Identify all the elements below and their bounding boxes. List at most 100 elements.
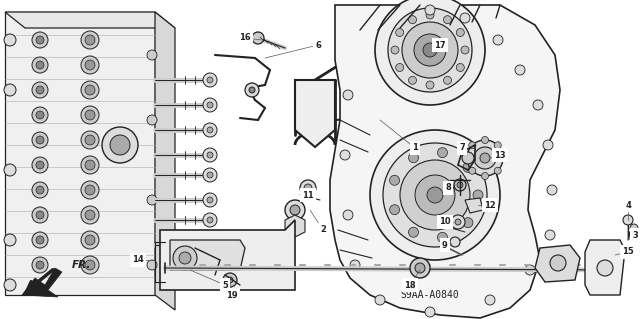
Circle shape <box>85 160 95 170</box>
Circle shape <box>426 81 434 89</box>
Polygon shape <box>295 80 335 147</box>
Circle shape <box>203 193 217 207</box>
Circle shape <box>81 131 99 149</box>
Circle shape <box>463 154 470 161</box>
Polygon shape <box>160 220 295 290</box>
Text: S9AA-A0840: S9AA-A0840 <box>400 290 459 300</box>
Text: FR.: FR. <box>72 260 92 270</box>
Circle shape <box>456 28 464 36</box>
Polygon shape <box>585 240 625 295</box>
Circle shape <box>32 232 48 248</box>
Circle shape <box>391 46 399 54</box>
Circle shape <box>4 279 16 291</box>
Circle shape <box>81 231 99 249</box>
Circle shape <box>410 258 430 278</box>
Circle shape <box>400 160 470 230</box>
Circle shape <box>550 255 566 271</box>
Circle shape <box>32 207 48 223</box>
Circle shape <box>493 35 503 45</box>
Text: 12: 12 <box>484 201 496 210</box>
Circle shape <box>454 179 466 191</box>
Circle shape <box>81 31 99 49</box>
Text: 5: 5 <box>222 280 228 290</box>
Circle shape <box>81 256 99 274</box>
Polygon shape <box>330 5 560 318</box>
Text: 14: 14 <box>132 256 144 264</box>
Circle shape <box>207 102 213 108</box>
Circle shape <box>425 307 435 317</box>
Circle shape <box>207 127 213 133</box>
Circle shape <box>85 185 95 195</box>
Circle shape <box>4 84 16 96</box>
Circle shape <box>415 263 425 273</box>
Circle shape <box>207 197 213 203</box>
Circle shape <box>499 154 506 161</box>
Text: 8: 8 <box>445 183 451 192</box>
Circle shape <box>408 227 419 237</box>
Circle shape <box>630 224 638 232</box>
Polygon shape <box>155 12 175 310</box>
Circle shape <box>494 167 501 174</box>
Circle shape <box>207 217 213 223</box>
Text: 1: 1 <box>412 144 418 152</box>
Circle shape <box>81 81 99 99</box>
Text: 19: 19 <box>226 291 238 300</box>
Circle shape <box>81 156 99 174</box>
Circle shape <box>85 35 95 45</box>
Polygon shape <box>465 198 483 213</box>
Circle shape <box>81 56 99 74</box>
Circle shape <box>444 76 451 84</box>
Circle shape <box>32 82 48 98</box>
Circle shape <box>245 83 259 97</box>
Circle shape <box>375 0 485 105</box>
Circle shape <box>473 190 483 200</box>
Circle shape <box>463 218 473 228</box>
Circle shape <box>461 46 469 54</box>
Circle shape <box>343 210 353 220</box>
Circle shape <box>36 136 44 144</box>
Circle shape <box>396 28 404 36</box>
Circle shape <box>179 252 191 264</box>
Circle shape <box>173 246 197 270</box>
Text: 13: 13 <box>494 151 506 160</box>
Circle shape <box>36 111 44 119</box>
Circle shape <box>383 143 487 247</box>
Circle shape <box>4 234 16 246</box>
Circle shape <box>375 295 385 305</box>
Circle shape <box>85 60 95 70</box>
Circle shape <box>533 100 543 110</box>
Circle shape <box>203 98 217 112</box>
Circle shape <box>340 150 350 160</box>
Circle shape <box>494 142 501 149</box>
Circle shape <box>285 200 305 220</box>
Circle shape <box>223 273 237 287</box>
Circle shape <box>408 76 417 84</box>
Circle shape <box>474 147 496 169</box>
Circle shape <box>597 260 613 276</box>
Circle shape <box>203 148 217 162</box>
Circle shape <box>203 168 217 182</box>
Circle shape <box>32 132 48 148</box>
Circle shape <box>402 22 458 78</box>
Circle shape <box>408 153 419 163</box>
Circle shape <box>431 43 445 57</box>
Circle shape <box>451 215 465 229</box>
Circle shape <box>36 36 44 44</box>
Circle shape <box>438 232 447 242</box>
Circle shape <box>396 63 404 71</box>
Circle shape <box>85 260 95 270</box>
Circle shape <box>147 195 157 205</box>
Circle shape <box>455 219 461 225</box>
Text: 16: 16 <box>239 33 251 42</box>
Circle shape <box>545 230 555 240</box>
Circle shape <box>290 205 300 215</box>
Circle shape <box>423 43 437 57</box>
Circle shape <box>390 175 399 185</box>
Circle shape <box>300 180 316 196</box>
Circle shape <box>4 34 16 46</box>
Circle shape <box>227 277 233 283</box>
Circle shape <box>547 185 557 195</box>
Circle shape <box>85 210 95 220</box>
Circle shape <box>36 161 44 169</box>
Circle shape <box>388 8 472 92</box>
